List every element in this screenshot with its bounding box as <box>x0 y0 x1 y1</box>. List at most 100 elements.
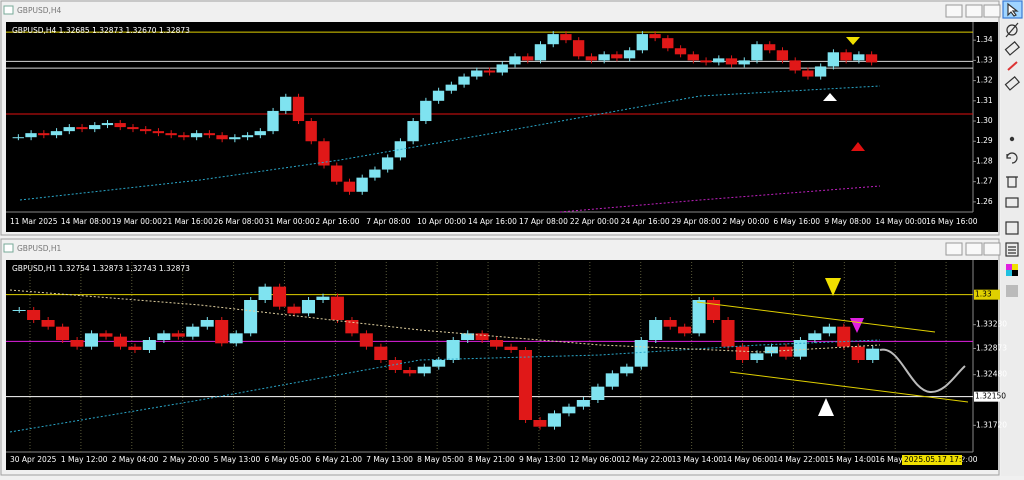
maximize-button[interactable] <box>965 242 983 256</box>
candle <box>636 34 648 51</box>
candle <box>203 133 215 136</box>
time-label: 6 May 05:00 <box>264 455 311 464</box>
cursor-time-box <box>902 455 962 465</box>
candle <box>403 370 417 374</box>
level-label-box <box>974 391 1000 402</box>
candle <box>432 360 446 367</box>
y-tick-label: 1.33 <box>976 55 993 64</box>
candle <box>663 320 677 327</box>
candle <box>63 127 75 132</box>
minimize-button[interactable] <box>945 4 963 18</box>
candle <box>725 58 738 65</box>
trend-line <box>729 371 969 403</box>
y-tick-label: 1.26 <box>976 197 993 206</box>
candle <box>305 121 317 142</box>
candle <box>598 54 610 61</box>
candle <box>713 58 725 63</box>
candle <box>779 346 793 357</box>
candle <box>611 54 623 59</box>
trend-line <box>696 301 936 333</box>
arrow-down <box>825 278 841 296</box>
time-label: 10 Apr 00:00 <box>417 217 466 226</box>
candle <box>316 296 330 300</box>
y-tick-label: 1.31720 <box>976 420 1007 429</box>
candle <box>446 340 460 360</box>
candle <box>215 320 229 344</box>
candle <box>318 141 330 166</box>
candle <box>241 135 254 138</box>
candle <box>12 310 26 311</box>
time-label: 2 May 04:00 <box>112 455 159 464</box>
candle <box>822 326 836 334</box>
candle <box>793 340 807 357</box>
time-label: 9 May 08:00 <box>824 217 871 226</box>
close-button[interactable] <box>983 4 1001 18</box>
candle <box>280 96 292 111</box>
candle <box>735 346 749 360</box>
chart-info: GBPUSD,H1 1.32754 1.32873 1.32743 1.3287… <box>12 264 190 273</box>
candle <box>50 131 63 136</box>
candle <box>814 66 827 77</box>
candle <box>254 131 266 136</box>
time-label: 14 May 00:00 <box>875 217 927 226</box>
candle <box>649 320 663 340</box>
candle <box>127 127 139 130</box>
candle <box>763 44 776 51</box>
y-tick-label: 1.34 <box>976 35 993 44</box>
candle <box>56 326 70 340</box>
maximize-button[interactable] <box>965 4 983 18</box>
arrow-up <box>818 398 834 416</box>
title-icon <box>3 5 14 15</box>
time-label: 12 May 06:00 <box>570 455 622 464</box>
time-label: 14 May 22:00 <box>773 455 825 464</box>
candle <box>707 300 721 320</box>
candle <box>216 135 228 140</box>
candle <box>394 141 406 158</box>
time-label: 5 May 13:00 <box>214 455 261 464</box>
candle <box>70 340 84 347</box>
candle <box>738 60 750 65</box>
candle <box>674 48 687 55</box>
candle <box>165 133 177 136</box>
candle <box>229 333 243 344</box>
candle <box>692 300 706 334</box>
time-label: 17 Apr 08:00 <box>519 217 568 226</box>
candle <box>475 333 489 340</box>
candle <box>374 346 388 360</box>
y-tick-label: 1.33230 <box>976 320 1007 329</box>
candle <box>417 366 431 374</box>
candle <box>764 346 778 354</box>
y-tick-label: 1.27 <box>976 177 993 186</box>
candle <box>522 56 534 61</box>
candle <box>190 133 203 138</box>
candle <box>25 133 37 138</box>
arrow-up <box>823 93 837 101</box>
chart-info: GBPUSD,H4 1.32685 1.32873 1.32670 1.3287… <box>12 26 190 35</box>
candle <box>533 420 547 427</box>
time-label: 6 May 16:00 <box>773 217 820 226</box>
close-button[interactable] <box>983 242 1001 256</box>
level-label-box <box>974 289 1000 300</box>
time-label: 2 Apr 16:00 <box>315 217 359 226</box>
candle <box>490 340 504 347</box>
candle <box>157 333 171 340</box>
time-label: 11 Mar 2025 <box>10 217 58 226</box>
candle <box>808 333 822 340</box>
minimize-button[interactable] <box>945 242 963 256</box>
candle <box>662 38 674 49</box>
candle <box>776 50 789 61</box>
ma-line <box>9 339 881 433</box>
candle <box>471 70 483 77</box>
candle <box>114 123 126 128</box>
time-label: 7 Apr 08:00 <box>366 217 410 226</box>
candle <box>576 400 590 407</box>
candle <box>560 34 572 41</box>
candle <box>750 353 764 360</box>
candle <box>359 333 373 347</box>
candle <box>751 44 763 61</box>
candle <box>687 54 699 61</box>
y-tick-label: 1.29 <box>976 136 993 145</box>
candle <box>84 333 98 347</box>
candle <box>171 333 185 337</box>
arrow-up <box>851 142 865 151</box>
